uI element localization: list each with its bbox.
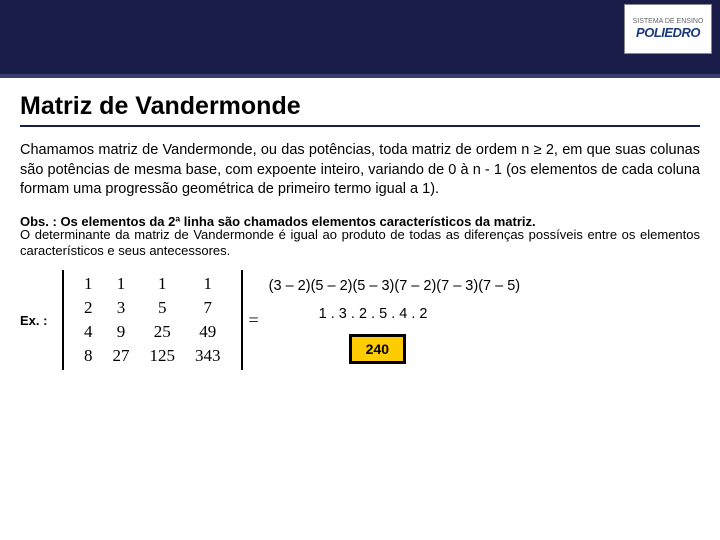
calc-diffs: (3 – 2)(5 – 2)(5 – 3)(7 – 2)(7 – 3)(7 – … <box>269 277 520 296</box>
slide-header: SISTEMA DE ENSINO POLIEDRO <box>0 0 720 78</box>
matrix-row: 4 9 25 49 <box>74 320 231 344</box>
definition-paragraph: Chamamos matriz de Vandermonde, ou das p… <box>20 141 700 200</box>
page-title: Matriz de Vandermonde <box>20 92 700 127</box>
matrix-cell: 8 <box>74 344 103 368</box>
matrix-wrap: 1 1 1 1 2 3 5 7 4 9 25 4 <box>62 270 259 370</box>
result-box: 240 <box>349 334 406 364</box>
logo-main: POLIEDRO <box>636 25 700 40</box>
matrix-cell: 1 <box>103 272 140 296</box>
matrix-cell: 9 <box>103 320 140 344</box>
example-label: Ex. : <box>20 313 52 328</box>
matrix-cell: 1 <box>185 272 231 296</box>
matrix-cell: 5 <box>140 296 186 320</box>
matrix-table: 1 1 1 1 2 3 5 7 4 9 25 4 <box>74 272 231 368</box>
matrix-cell: 1 <box>140 272 186 296</box>
logo-subtitle: SISTEMA DE ENSINO <box>633 18 704 25</box>
equals-sign: = <box>249 310 259 331</box>
observation-2: O determinante da matriz de Vandermonde … <box>20 227 700 261</box>
logo-box: SISTEMA DE ENSINO POLIEDRO <box>624 4 712 54</box>
matrix-cell: 25 <box>140 320 186 344</box>
matrix-cell: 1 <box>74 272 103 296</box>
matrix-cell: 2 <box>74 296 103 320</box>
matrix-cell: 125 <box>140 344 186 368</box>
content-area: Matriz de Vandermonde Chamamos matriz de… <box>0 78 720 380</box>
matrix-cell: 49 <box>185 320 231 344</box>
matrix-row: 8 27 125 343 <box>74 344 231 368</box>
matrix-cell: 4 <box>74 320 103 344</box>
matrix-cell: 3 <box>103 296 140 320</box>
matrix: 1 1 1 1 2 3 5 7 4 9 25 4 <box>62 270 243 370</box>
calculation-block: (3 – 2)(5 – 2)(5 – 3)(7 – 2)(7 – 3)(7 – … <box>269 277 520 365</box>
example-area: Ex. : 1 1 1 1 2 3 5 7 <box>20 270 700 370</box>
matrix-cell: 7 <box>185 296 231 320</box>
matrix-cell: 27 <box>103 344 140 368</box>
calc-products: 1 . 3 . 2 . 5 . 4 . 2 <box>269 305 520 324</box>
matrix-cell: 343 <box>185 344 231 368</box>
matrix-row: 1 1 1 1 <box>74 272 231 296</box>
matrix-row: 2 3 5 7 <box>74 296 231 320</box>
